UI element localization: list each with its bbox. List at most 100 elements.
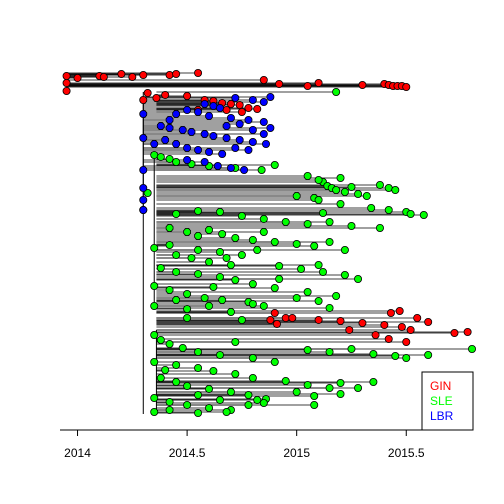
tip-point	[215, 395, 224, 404]
tip-point	[165, 285, 174, 294]
tip-point	[332, 291, 341, 300]
tip-point	[303, 82, 312, 91]
tip-point	[369, 377, 378, 386]
tip-point	[183, 227, 192, 236]
tip-point	[161, 91, 170, 100]
tip-point	[172, 267, 181, 276]
tip-point	[259, 98, 268, 107]
tip-point	[183, 106, 192, 115]
tip-point	[215, 104, 224, 113]
tip-point	[156, 152, 165, 161]
tip-point	[152, 94, 161, 103]
tip-point	[205, 301, 214, 310]
tip-point	[139, 183, 148, 192]
tip-point	[270, 357, 279, 366]
tip-point	[332, 88, 341, 97]
tip-point	[288, 313, 297, 322]
tip-point	[139, 165, 148, 174]
tip-point	[222, 133, 231, 142]
tip-point	[143, 188, 152, 197]
tip-point	[406, 209, 415, 218]
tip-point	[402, 353, 411, 362]
tip-point	[281, 313, 290, 322]
tip-point	[424, 317, 433, 326]
tip-point	[187, 253, 196, 262]
tip-point	[397, 322, 406, 331]
tip-point	[281, 217, 290, 226]
tip-point	[194, 390, 203, 399]
tip-point	[209, 131, 218, 140]
tip-point	[165, 397, 174, 406]
tip-point	[314, 296, 323, 305]
x-tick-label: 2015	[283, 446, 310, 460]
tip-point	[303, 287, 312, 296]
tip-point	[165, 240, 174, 249]
tip-point	[354, 189, 363, 198]
tip-point	[380, 320, 389, 329]
tip-point	[156, 335, 165, 344]
x-tick-label: 2015.5	[388, 446, 425, 460]
tip-point	[261, 139, 270, 148]
legend-label: SLE	[430, 394, 453, 408]
tip-point	[235, 120, 244, 129]
tip-point	[259, 214, 268, 223]
tip-point	[266, 315, 275, 324]
tip-point	[325, 347, 334, 356]
tip-point	[183, 400, 192, 409]
tip-point	[139, 96, 148, 105]
tip-point	[150, 139, 159, 148]
tip-point	[143, 89, 152, 98]
tip-point	[244, 104, 253, 113]
tip-point	[99, 73, 108, 82]
tip-point	[325, 217, 334, 226]
tip-point	[150, 393, 159, 402]
tip-point	[183, 92, 192, 101]
tip-point	[303, 345, 312, 354]
tip-point	[318, 267, 327, 276]
tip-point	[183, 155, 192, 164]
tip-point	[281, 376, 290, 385]
tip-point	[272, 319, 281, 328]
tip-point	[354, 383, 363, 392]
tip-point	[266, 124, 275, 133]
tip-point	[354, 274, 363, 283]
tip-point	[205, 403, 214, 412]
tip-point	[150, 330, 159, 339]
tip-point	[139, 133, 148, 142]
tip-point	[165, 339, 174, 348]
tip-point	[205, 112, 214, 121]
tip-point	[391, 185, 400, 194]
tip-point	[231, 337, 240, 346]
tip-point	[235, 101, 244, 110]
tip-point	[325, 303, 334, 312]
tip-point	[215, 272, 224, 281]
tip-point	[402, 83, 411, 92]
tip-point	[235, 135, 244, 144]
tip-point	[248, 353, 257, 362]
tip-point	[226, 307, 235, 316]
tip-point	[183, 381, 192, 390]
tip-point	[156, 373, 165, 382]
tip-point	[248, 137, 257, 146]
tip-point	[156, 122, 165, 131]
tip-point	[231, 143, 240, 152]
tree-branches	[66, 72, 472, 414]
tip-point	[332, 185, 341, 194]
tip-point	[310, 391, 319, 400]
tip-point	[213, 161, 222, 170]
tip-point	[310, 400, 319, 409]
tip-point	[303, 219, 312, 228]
tip-point	[259, 76, 268, 85]
tip-point	[165, 124, 174, 133]
tip-point	[266, 93, 275, 102]
tip-point	[172, 209, 181, 218]
tip-point	[194, 69, 203, 78]
tip-point	[172, 360, 181, 369]
tip-point	[292, 239, 301, 248]
tip-point	[248, 299, 257, 308]
tip-point	[310, 241, 319, 250]
tip-point	[336, 378, 345, 387]
tip-point	[259, 129, 268, 138]
tip-point	[340, 245, 349, 254]
tip-point	[270, 283, 279, 292]
